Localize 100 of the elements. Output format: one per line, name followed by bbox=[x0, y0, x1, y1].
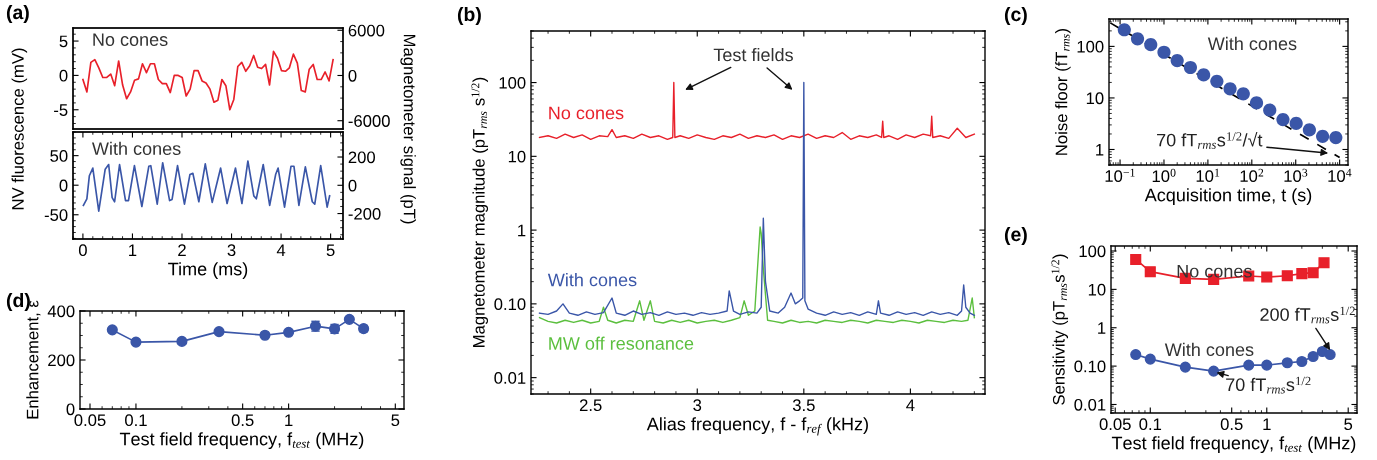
annotation: No cones bbox=[1177, 264, 1252, 278]
annotation: 200 fT$_{rms}$s$^{1/2}$ bbox=[1260, 306, 1355, 324]
x-tick-label: 3.5 bbox=[792, 399, 815, 412]
y2-tick-label: -6000 bbox=[348, 115, 390, 127]
line-series bbox=[538, 81, 976, 316]
y-tick-label: -50 bbox=[44, 209, 68, 221]
x-tick-label: 10$^{3}$ bbox=[1284, 168, 1308, 183]
y-tick-label: 100 bbox=[1077, 40, 1104, 53]
y-tick-label: 10 bbox=[1088, 283, 1106, 296]
y-tick-label: 10 bbox=[508, 150, 526, 163]
point bbox=[1263, 103, 1277, 117]
x-tick-label: 10$^{−1}$ bbox=[1105, 168, 1135, 182]
x-axis-title: Time (ms) bbox=[168, 262, 248, 279]
x-axis-title: Test field frequency, f$_{test}$ (MHz) bbox=[119, 432, 364, 450]
y2-tick-label: 200 bbox=[348, 151, 376, 164]
x-tick-label: 4 bbox=[906, 399, 915, 411]
y2-tick-label: -200 bbox=[348, 207, 381, 220]
y2-axis-title: Magnetometer signal (pT) bbox=[400, 34, 416, 224]
x-tick-label: 3 bbox=[693, 399, 702, 412]
x-tick-label: 0.1 bbox=[1139, 418, 1162, 431]
x-axis-title: Alias frequency, f - f$_{ref}$ (kHz) bbox=[646, 417, 868, 436]
point bbox=[1276, 113, 1290, 127]
y-tick-label: 1 bbox=[518, 224, 526, 237]
annotation: 70 fT$_{rms}$s$^{1/2}$ bbox=[1226, 376, 1311, 394]
x-tick-label: 1 bbox=[285, 414, 293, 426]
point bbox=[1157, 45, 1171, 59]
point bbox=[1144, 38, 1158, 52]
point bbox=[1223, 82, 1237, 96]
x-tick-label: 5 bbox=[391, 414, 400, 427]
y-tick-label: 0.10 bbox=[494, 298, 526, 311]
y2-tick-label: 0 bbox=[348, 69, 357, 82]
annotation: Test fields bbox=[713, 47, 793, 62]
line-series bbox=[82, 160, 331, 213]
point bbox=[1210, 74, 1224, 88]
point bbox=[1117, 23, 1131, 37]
x-tick-label: 10$^{2}$ bbox=[1240, 168, 1264, 183]
y-tick-label: 400 bbox=[47, 305, 75, 318]
series-label: MW off resonance bbox=[549, 336, 694, 350]
series-label: No cones bbox=[549, 106, 624, 120]
x-tick-label: 0 bbox=[78, 244, 87, 257]
x-tick-label: 2 bbox=[178, 244, 186, 256]
point bbox=[1329, 131, 1343, 145]
point bbox=[1302, 123, 1316, 137]
y-tick-label: 0.10 bbox=[1074, 360, 1106, 373]
point bbox=[1316, 129, 1330, 143]
annotation: 70 fT$_{rms}$s$^{1/2}$/√t bbox=[1157, 132, 1263, 149]
x-axis-title: Test field frequency, f$_{test}$ (MHz) bbox=[1111, 436, 1356, 454]
chart-title: (c) bbox=[1004, 6, 1027, 26]
y-tick-label: 200 bbox=[48, 354, 75, 367]
y-axis-title: NV fluorescence (mV) bbox=[11, 48, 28, 210]
x-tick-label: 10$^{4}$ bbox=[1328, 168, 1352, 182]
y-tick-label: 50 bbox=[50, 150, 68, 162]
y-tick-label: 10 bbox=[1086, 92, 1104, 105]
annotation: With cones bbox=[1164, 342, 1254, 357]
x-tick-label: 5 bbox=[326, 244, 335, 257]
x-tick-label: 5 bbox=[1344, 418, 1353, 431]
y-axis-title: Magnetometer magnitude (pT$_{rms}$ s$^{1/2}$) bbox=[471, 77, 489, 347]
y-tick-label: 1 bbox=[1096, 144, 1104, 156]
point bbox=[1197, 68, 1211, 82]
y-tick-label: 0.01 bbox=[1074, 398, 1106, 411]
point bbox=[1236, 87, 1250, 101]
annotation: No cones bbox=[93, 33, 168, 46]
series-label: With cones bbox=[547, 273, 637, 287]
x-tick-label: 1 bbox=[1263, 418, 1271, 430]
x-tick-label: 0.5 bbox=[1220, 418, 1243, 431]
annotation: With cones bbox=[91, 141, 181, 156]
chart-title: (e) bbox=[1004, 226, 1027, 246]
y2-tick-label: 0 bbox=[348, 179, 357, 192]
y-axis-title: Sensitivity (pT$_{rms}$s$^{1/2}$) bbox=[1051, 254, 1069, 405]
point bbox=[1289, 116, 1303, 131]
line-series bbox=[538, 81, 976, 141]
point bbox=[1183, 60, 1197, 75]
x-tick-label: 0.05 bbox=[74, 414, 106, 427]
y-tick-label: 100 bbox=[1079, 245, 1106, 258]
line-series bbox=[82, 50, 334, 111]
y-tick-label: 0.01 bbox=[494, 372, 526, 384]
x-tick-label: 4 bbox=[276, 244, 286, 256]
x-tick-label: 0.5 bbox=[231, 414, 254, 427]
y-tick-label: 0 bbox=[59, 69, 68, 82]
chart-title: (a) bbox=[6, 4, 29, 24]
y-tick-label: 100 bbox=[499, 76, 526, 89]
x-tick-label: 2.5 bbox=[579, 399, 602, 412]
chart-title: (b) bbox=[457, 6, 481, 26]
point bbox=[1130, 32, 1145, 46]
line-series bbox=[538, 226, 976, 324]
y2-tick-label: 6000 bbox=[348, 24, 385, 37]
x-tick-label: 3 bbox=[227, 244, 236, 257]
point bbox=[1170, 54, 1184, 68]
point bbox=[1249, 96, 1264, 110]
y-tick-label: -5 bbox=[54, 104, 68, 116]
x-tick-label: 0.05 bbox=[1099, 418, 1131, 431]
y-tick-label: 1 bbox=[1098, 322, 1106, 334]
annotation: With cones bbox=[1207, 36, 1297, 51]
y-tick-label: 0 bbox=[59, 179, 68, 192]
x-tick-label: 10$^{1}$ bbox=[1196, 168, 1220, 182]
x-axis-title: Acquisition time, t (s) bbox=[1144, 188, 1312, 206]
y-axis-title: Noise floor (fT$_{rms}$) bbox=[1055, 28, 1071, 155]
x-tick-label: 10$^{0}$ bbox=[1152, 168, 1176, 183]
x-tick-label: 0.1 bbox=[125, 414, 147, 427]
x-tick-label: 1 bbox=[129, 244, 137, 256]
